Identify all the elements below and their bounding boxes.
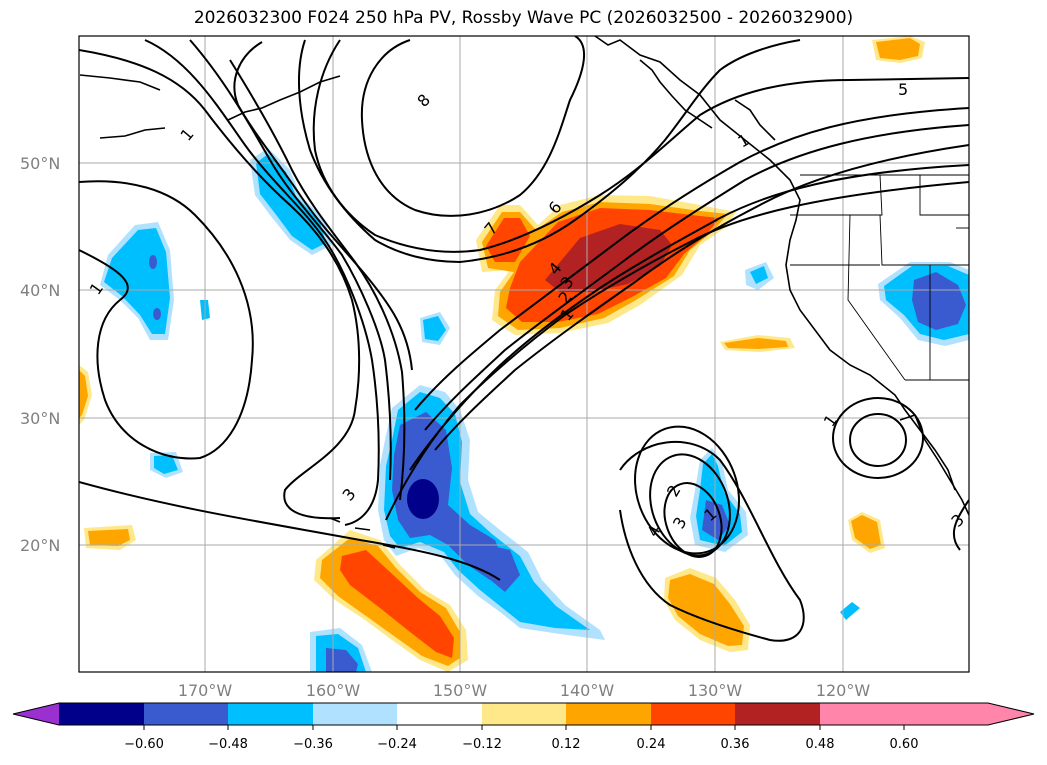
colorbar-tick-label: 0.48: [806, 737, 835, 752]
lon-label: 170°W: [178, 681, 233, 700]
colorbar-segment: [313, 703, 397, 725]
colorbar-tick-label: 0.60: [890, 737, 919, 752]
colorbar-tick-label: 0.36: [721, 737, 750, 752]
colorbar-segment: [566, 703, 651, 725]
colorbar-tick-label: −0.48: [208, 737, 248, 752]
lon-label: 160°W: [306, 681, 361, 700]
colorbar-extend-low: [13, 703, 59, 725]
colorbar-tick-label: −0.24: [377, 737, 417, 752]
negative-anomaly-west: [100, 222, 174, 340]
colorbar-segment: [397, 703, 482, 725]
colorbar-tick-label: −0.36: [293, 737, 333, 752]
latitude-labels: 50°N 40°N 30°N 20°N: [20, 154, 60, 555]
lat-label: 30°N: [20, 409, 60, 428]
colorbar-tick-label: −0.12: [462, 737, 502, 752]
lon-label: 120°W: [816, 681, 871, 700]
graticule: [79, 36, 969, 672]
positive-anomaly-south: [314, 530, 468, 672]
colorbar-segment: [228, 703, 313, 725]
lon-label: 130°W: [688, 681, 743, 700]
contour-lines: [79, 36, 969, 642]
colorbar-tick-label: −0.60: [124, 737, 164, 752]
lon-label: 140°W: [560, 681, 615, 700]
colorbar: −0.60 −0.48 −0.36 −0.24 −0.12 0.12 0.24 …: [12, 702, 1035, 752]
colorbar-tick-label: 0.24: [637, 737, 666, 752]
lat-label: 20°N: [20, 536, 60, 555]
negative-anomaly-southwest-us: [878, 262, 969, 346]
colorbar-segment: [59, 703, 144, 725]
colorbar-segment: [820, 703, 904, 725]
colorbar-segment: [735, 703, 820, 725]
colorbar-segment: [482, 703, 566, 725]
map-border: [78, 35, 970, 673]
colorbar-extend-high-tip: [904, 703, 1034, 725]
political-borders: [790, 174, 969, 381]
colorbar-segment: [651, 703, 735, 725]
contour-label: 5: [898, 80, 908, 99]
colorbar-tick-label: 0.12: [552, 737, 581, 752]
lat-label: 50°N: [20, 154, 60, 173]
lon-label: 150°W: [433, 681, 488, 700]
colorbar-segment: [144, 703, 228, 725]
map-title: 2026032300 F024 250 hPa PV, Rossby Wave …: [193, 8, 854, 28]
lat-label: 40°N: [20, 281, 60, 300]
longitude-labels: 170°W 160°W 150°W 140°W 130°W 120°W: [178, 681, 871, 700]
